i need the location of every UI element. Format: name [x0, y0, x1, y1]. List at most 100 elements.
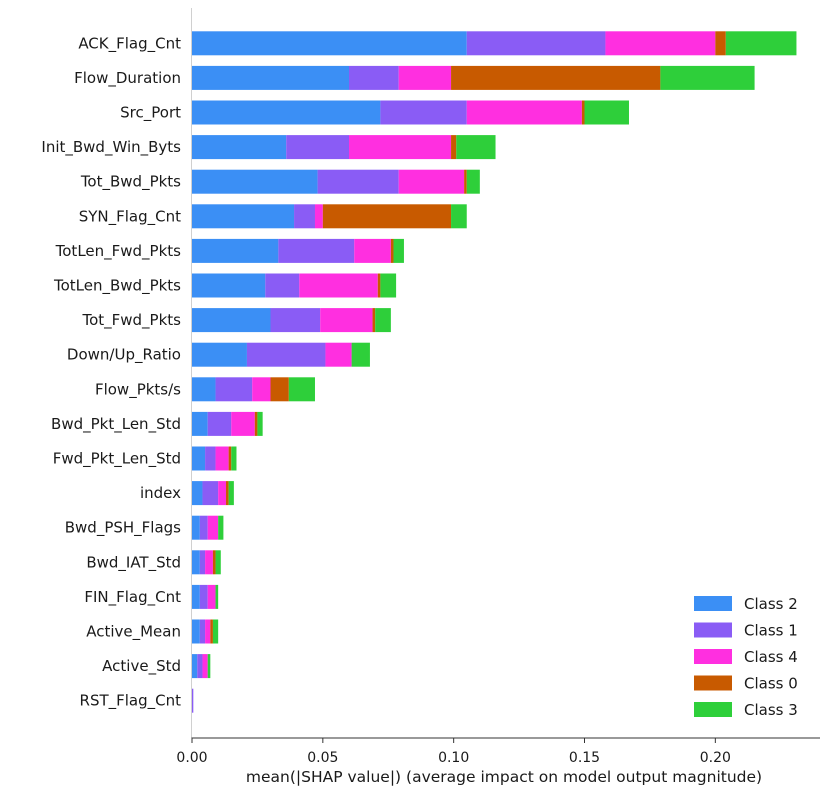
y-tick-label: ACK_Flag_Cnt: [78, 34, 181, 53]
y-tick-label: Tot_Bwd_Pkts: [80, 173, 181, 192]
y-tick-label: SYN_Flag_Cnt: [79, 207, 181, 226]
bar-segment-flow-pkts-s-class-2: [252, 377, 271, 402]
bar-segment-totlen-fwd-pkts-class-4: [393, 238, 404, 263]
bar-segment-ack-flag-cnt-class-2: [605, 31, 716, 56]
bar-segment-totlen-fwd-pkts-class-0: [192, 238, 279, 263]
bar-segment-src-port-class-1: [380, 100, 467, 125]
bar-segment-flow-pkts-s-class-1: [215, 377, 253, 402]
bar-segment-fwd-pkt-len-std-class-2: [215, 446, 229, 471]
bar-segment-fin-flag-cnt-class-0: [192, 584, 200, 609]
bar-segment-syn-flag-cnt-class-2: [314, 204, 323, 229]
bar-segment-rst-flag-cnt-class-1: [192, 688, 194, 713]
bar-segment-index-class-1: [202, 481, 219, 506]
bar-segment-active-std-class-1: [197, 654, 203, 679]
bar-segment-init-bwd-win-byts-class-0: [192, 135, 287, 160]
bar-segment-bwd-iat-std-class-0: [192, 550, 200, 575]
x-tick-label: 0.20: [700, 750, 731, 766]
bar-segment-bwd-psh-flags-class-1: [199, 515, 208, 540]
y-tick-label: Init_Bwd_Win_Byts: [41, 138, 181, 157]
bar-segment-active-mean-class-2: [205, 619, 211, 644]
bar-segment-index-class-0: [192, 481, 203, 506]
y-tick-label: Flow_Duration: [74, 69, 181, 88]
bar-segment-flow-duration-class-4: [660, 65, 755, 90]
bar-segment-flow-duration-class-2: [398, 65, 452, 90]
bar-segment-tot-bwd-pkts-class-1: [317, 169, 399, 194]
bar-segment-bwd-pkt-len-std-class-1: [207, 411, 232, 436]
bar-segment-totlen-bwd-pkts-class-2: [299, 273, 378, 298]
legend-swatch: [694, 702, 732, 717]
y-tick-label: Tot_Fwd_Pkts: [81, 311, 181, 330]
bar-segment-syn-flag-cnt-class-1: [294, 204, 315, 229]
bar-segment-tot-fwd-pkts-class-3: [372, 308, 376, 333]
bar-segment-bwd-iat-std-class-3: [212, 550, 216, 575]
bar-segment-tot-bwd-pkts-class-0: [192, 169, 318, 194]
bar-segment-ack-flag-cnt-class-1: [466, 31, 606, 56]
bar-segment-bwd-pkt-len-std-class-4: [257, 411, 263, 436]
bar-segment-fwd-pkt-len-std-class-4: [231, 446, 237, 471]
bar-segment-bwd-pkt-len-std-class-2: [231, 411, 255, 436]
bar-segment-index-class-4: [228, 481, 234, 506]
bar-segment-active-std-class-0: [192, 654, 198, 679]
bar-segment-ack-flag-cnt-class-4: [725, 31, 797, 56]
bar-segment-ack-flag-cnt-class-3: [715, 31, 726, 56]
bar-segment-totlen-fwd-pkts-class-3: [390, 238, 394, 263]
legend-label: Class 0: [744, 675, 798, 693]
bar-segment-bwd-iat-std-class-1: [199, 550, 206, 575]
bar-segment-bwd-pkt-len-std-class-0: [192, 411, 208, 436]
bar-segment-bwd-iat-std-class-2: [205, 550, 213, 575]
bar-segment-flow-pkts-s-class-4: [288, 377, 315, 402]
bar-segment-bwd-psh-flags-class-0: [192, 515, 200, 540]
bar-segment-syn-flag-cnt-class-0: [192, 204, 295, 229]
bar-segment-src-port-class-4: [584, 100, 629, 125]
bar-segment-tot-bwd-pkts-class-4: [466, 169, 480, 194]
bar-segment-bwd-psh-flags-class-4: [218, 515, 224, 540]
legend-swatch: [694, 596, 732, 611]
x-axis-title: mean(|SHAP value|) (average impact on mo…: [246, 768, 762, 786]
bar-segment-src-port-class-3: [581, 100, 585, 125]
bars-layer: [192, 31, 797, 713]
x-tick-label: 0.05: [307, 750, 338, 766]
bar-segment-bwd-iat-std-class-4: [215, 550, 221, 575]
bar-segment-down-up-ratio-class-0: [192, 342, 247, 367]
bar-segment-init-bwd-win-byts-class-3: [451, 135, 457, 160]
bar-segment-tot-fwd-pkts-class-4: [375, 308, 391, 333]
bar-segment-fin-flag-cnt-class-1: [199, 584, 208, 609]
bar-segment-active-mean-class-1: [199, 619, 206, 644]
bar-segment-active-mean-class-3: [210, 619, 213, 644]
y-tick-label: Fwd_Pkt_Len_Std: [53, 450, 181, 469]
bar-segment-totlen-bwd-pkts-class-4: [380, 273, 397, 298]
y-tick-label: RST_Flag_Cnt: [80, 692, 182, 711]
bar-segment-flow-duration-class-1: [349, 65, 399, 90]
bar-segment-down-up-ratio-class-1: [246, 342, 326, 367]
bar-segment-bwd-pkt-len-std-class-3: [254, 411, 258, 436]
y-tick-label: TotLen_Fwd_Pkts: [55, 242, 182, 261]
bar-segment-active-std-class-2: [202, 654, 208, 679]
y-tick-label: Src_Port: [120, 104, 181, 123]
bar-segment-totlen-bwd-pkts-class-0: [192, 273, 266, 298]
bar-segment-down-up-ratio-class-4: [351, 342, 370, 367]
bar-segment-index-class-2: [218, 481, 227, 506]
legend-swatch: [694, 622, 732, 638]
bar-segment-ack-flag-cnt-class-0: [192, 31, 467, 56]
y-tick-label: Down/Up_Ratio: [67, 346, 181, 365]
bar-segment-flow-duration-class-0: [192, 65, 349, 90]
bar-segment-totlen-fwd-pkts-class-2: [354, 238, 391, 263]
bar-segment-down-up-ratio-class-2: [325, 342, 352, 367]
legend-label: Class 1: [744, 622, 798, 640]
legend: Class 2 Class 1 Class 4 Class 0 Class 3: [694, 595, 798, 719]
y-tick-label: TotLen_Bwd_Pkts: [53, 277, 181, 296]
legend-label: Class 2: [744, 595, 798, 613]
bar-segment-totlen-bwd-pkts-class-1: [265, 273, 300, 298]
bar-segment-tot-fwd-pkts-class-0: [192, 308, 271, 333]
bar-segment-syn-flag-cnt-class-4: [451, 204, 467, 229]
bar-segment-totlen-fwd-pkts-class-1: [278, 238, 355, 263]
bar-segment-tot-fwd-pkts-class-1: [270, 308, 321, 333]
bar-segment-totlen-bwd-pkts-class-3: [377, 273, 381, 298]
bar-segment-init-bwd-win-byts-class-2: [349, 135, 452, 160]
legend-label: Class 3: [744, 701, 798, 719]
legend-swatch: [694, 675, 732, 691]
legend-swatch: [694, 649, 732, 664]
bar-segment-tot-fwd-pkts-class-2: [320, 308, 373, 333]
